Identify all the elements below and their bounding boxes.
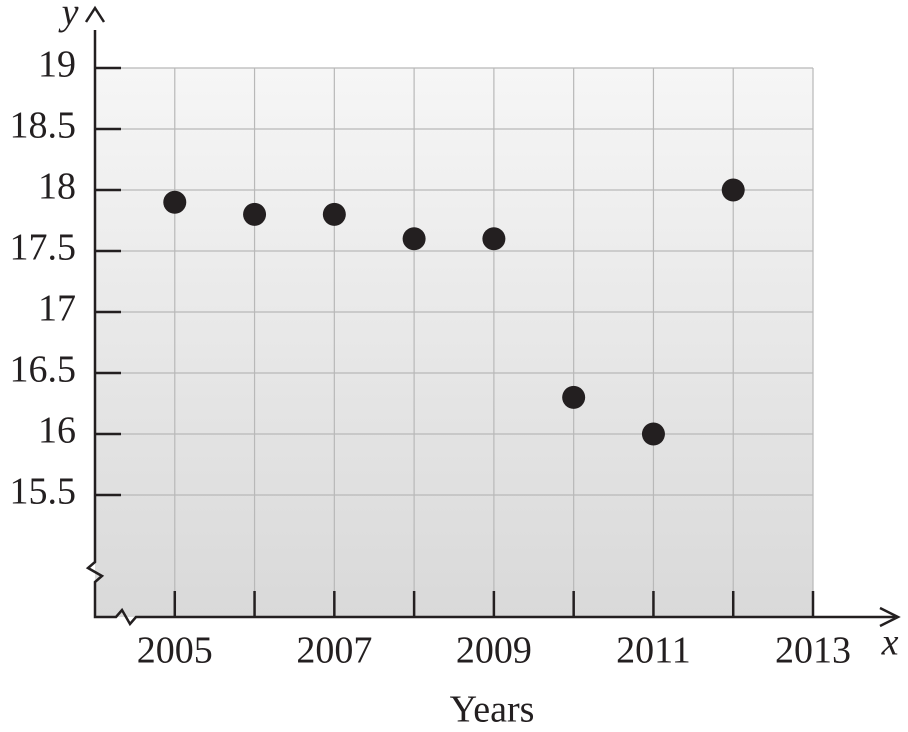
plot-area — [95, 68, 813, 617]
point — [721, 178, 745, 202]
y-tick-label: 17 — [38, 288, 76, 330]
point — [243, 202, 267, 226]
x-tick-label: 2011 — [616, 630, 691, 672]
x-tick-label: 2005 — [137, 630, 213, 672]
y-tick-label: 18 — [38, 166, 76, 208]
point — [482, 227, 506, 251]
x-arrow — [879, 606, 901, 628]
axes — [85, 30, 895, 627]
point — [163, 190, 187, 214]
point — [641, 422, 665, 446]
y-tick-label: 18.5 — [10, 105, 77, 147]
x-tick-label: 2009 — [456, 630, 532, 672]
point — [562, 385, 586, 409]
y-tick-label: 16 — [38, 410, 76, 452]
y-tick-label: 16.5 — [10, 349, 77, 391]
x-tick-label: 2013 — [775, 630, 851, 672]
x-axis-label: x — [881, 622, 899, 664]
y-axis-label: y — [58, 0, 79, 34]
y-tick-label: 19 — [38, 44, 76, 86]
x-tick-label: 2007 — [296, 630, 372, 672]
x-axis-title: Years — [450, 689, 535, 731]
point — [402, 227, 426, 251]
y-tick-label: 15.5 — [10, 471, 77, 513]
point — [322, 202, 346, 226]
y-tick-label: 17.5 — [10, 227, 77, 269]
y-arrow — [84, 5, 106, 23]
